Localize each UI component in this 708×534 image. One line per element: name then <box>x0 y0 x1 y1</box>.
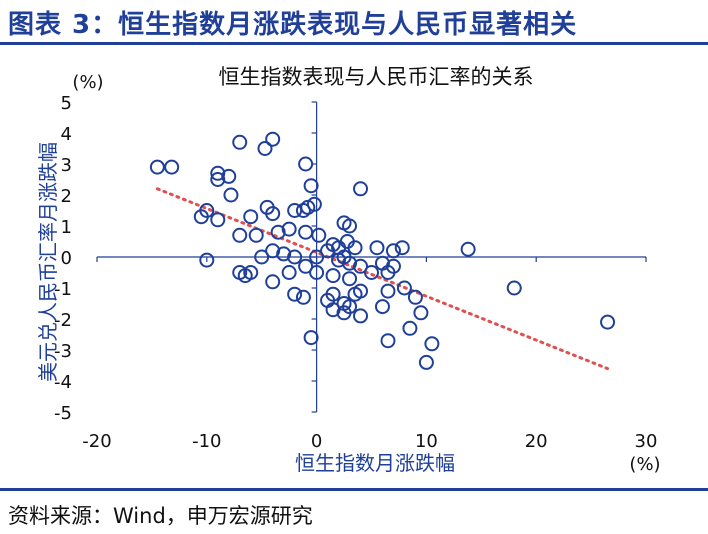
y-axis-unit: (%) <box>72 72 103 93</box>
data-point <box>424 336 440 352</box>
data-point <box>149 159 165 175</box>
data-point <box>309 265 325 280</box>
data-point <box>287 249 303 265</box>
data-point <box>303 178 319 194</box>
data-point <box>223 187 239 203</box>
data-point <box>311 227 327 243</box>
title-rule <box>0 42 708 45</box>
x-axis-label: 恒生指数月涨跌幅 <box>295 451 455 475</box>
data-point <box>396 280 412 296</box>
data-point <box>418 354 434 370</box>
data-point <box>232 227 248 243</box>
data-point <box>265 243 281 259</box>
data-point <box>342 271 358 287</box>
data-point <box>394 240 410 256</box>
data-point <box>385 243 401 259</box>
data-point <box>342 218 358 234</box>
y-tick-label: 1 <box>61 217 72 238</box>
x-tick-label: -10 <box>192 431 221 452</box>
scatter-chart: 恒生指数表现与人民币汇率的关系 (%) (%) 恒生指数月涨跌幅 美元兑人民币汇… <box>36 65 661 475</box>
data-point <box>380 283 396 299</box>
x-tick-label: 0 <box>311 431 322 452</box>
x-tick-label: 20 <box>525 431 548 452</box>
data-point <box>347 240 363 256</box>
data-point <box>342 299 358 315</box>
y-axis-label: 美元兑人民币汇率月涨跌幅 <box>36 142 60 382</box>
data-point <box>325 286 341 302</box>
chart-title: 恒生指数表现与人民币汇率的关系 <box>219 65 534 89</box>
data-point <box>298 156 314 172</box>
data-point <box>210 172 226 187</box>
y-tick-label: 2 <box>61 186 72 207</box>
y-tick-label: -5 <box>54 403 72 424</box>
data-point <box>320 243 336 259</box>
axes <box>96 101 647 413</box>
y-tick-label: 3 <box>61 155 72 176</box>
data-point <box>325 302 341 318</box>
data-point <box>353 258 369 274</box>
data-point <box>325 268 341 284</box>
y-tick-label: -4 <box>54 372 72 393</box>
data-point <box>193 209 209 225</box>
data-point <box>298 258 314 274</box>
data-point <box>364 265 379 280</box>
data-point <box>164 159 180 175</box>
data-point <box>407 289 423 305</box>
data-point <box>281 265 297 280</box>
data-point <box>254 249 270 265</box>
data-point <box>270 224 286 240</box>
data-point <box>265 131 281 147</box>
data-point <box>287 286 303 302</box>
data-point <box>221 168 237 184</box>
y-tick-label: 5 <box>61 93 72 114</box>
data-point <box>413 305 429 321</box>
data-point <box>265 206 281 222</box>
figure-title: 图表 3：恒生指数月涨跌表现与人民币显著相关 <box>8 10 578 40</box>
data-point <box>243 265 259 280</box>
y-tick-label: -2 <box>54 310 72 331</box>
data-point <box>309 249 325 265</box>
data-point <box>342 255 358 271</box>
data-point <box>243 209 259 225</box>
x-axis-unit: (%) <box>629 454 660 475</box>
y-tick-label: 4 <box>61 124 72 145</box>
data-point <box>402 320 418 336</box>
data-point <box>232 134 248 150</box>
data-point <box>298 224 314 240</box>
data-point <box>506 280 522 296</box>
data-point <box>600 314 616 330</box>
data-point <box>265 274 281 290</box>
data-point <box>295 289 311 305</box>
x-tick-label: -20 <box>82 431 111 452</box>
data-point <box>199 252 215 268</box>
data-point <box>257 141 273 156</box>
y-tick-label: -3 <box>54 341 72 362</box>
data-point <box>369 240 385 256</box>
y-tick-label: -1 <box>54 279 72 300</box>
data-point <box>210 212 226 228</box>
data-point <box>380 265 396 280</box>
data-point <box>281 221 297 237</box>
data-point <box>353 181 369 197</box>
data-point <box>374 299 390 315</box>
data-point <box>303 330 319 346</box>
data-point <box>276 246 292 262</box>
x-tick-label: 30 <box>635 431 658 452</box>
data-point <box>306 196 322 212</box>
data-point <box>248 227 264 243</box>
footer-rule <box>0 488 708 491</box>
data-point <box>353 283 369 299</box>
data-point <box>380 333 396 349</box>
y-tick-label: 0 <box>61 248 72 269</box>
data-point <box>353 308 369 324</box>
source-note: 资料来源：Wind，申万宏源研究 <box>8 504 313 528</box>
data-point <box>460 241 476 257</box>
x-tick-label: 10 <box>415 431 438 452</box>
data-point <box>210 165 226 181</box>
scatter-points <box>149 131 616 370</box>
